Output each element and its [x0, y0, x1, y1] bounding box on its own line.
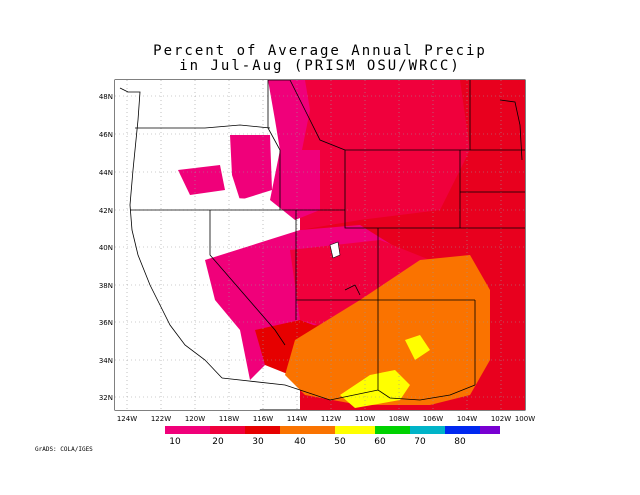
region-10-snake — [270, 150, 320, 220]
map-plot-area — [114, 79, 526, 411]
colorbar-label: 40 — [294, 437, 306, 447]
longitude-labels: 124W 122W 120W 118W 116W 114W 112W 110W … — [117, 415, 535, 423]
lon-label: 118W — [219, 415, 239, 423]
lat-label: 46N — [99, 131, 113, 139]
colorbar-swatch — [480, 426, 500, 434]
region-20-north — [300, 80, 470, 230]
region-white-nw — [115, 80, 268, 135]
state-boundaries — [119, 79, 525, 401]
colorbar-label: 30 — [252, 437, 264, 447]
region-40-monsoon — [285, 255, 490, 405]
lat-label: 44N — [99, 169, 113, 177]
colorbar-label: 60 — [374, 437, 386, 447]
colorbar-label: 70 — [414, 437, 426, 447]
colorbar-swatch — [335, 426, 375, 434]
region-white-coast — [115, 80, 260, 410]
lat-label: 40N — [99, 244, 113, 252]
colorbar-swatch — [375, 426, 410, 434]
lat-label: 32N — [99, 394, 113, 402]
colorbar-swatch — [210, 426, 245, 434]
colorbar-swatch — [280, 426, 335, 434]
map-title-line2: in Jul-Aug (PRISM OSU/WRCC) — [179, 58, 461, 74]
region-50-spot — [405, 335, 430, 360]
lat-label: 48N — [99, 93, 113, 101]
lon-label: 114W — [287, 415, 307, 423]
lat-label: 42N — [99, 207, 113, 215]
colorbar: 10 20 30 40 50 60 70 80 — [165, 426, 500, 447]
colorbar-label: 20 — [212, 437, 224, 447]
lon-label: 100W — [515, 415, 535, 423]
lon-label: 112W — [321, 415, 341, 423]
lat-label: 36N — [99, 319, 113, 327]
lon-label: 102W — [491, 415, 511, 423]
lat-label: 34N — [99, 357, 113, 365]
colorbar-label: 50 — [334, 437, 346, 447]
colorbar-swatch — [410, 426, 445, 434]
region-10-idaho — [268, 80, 310, 160]
colorbar-label: 80 — [454, 437, 466, 447]
lon-label: 116W — [253, 415, 273, 423]
map-title-line1: Percent of Average Annual Precip — [153, 43, 487, 59]
lon-label: 104W — [457, 415, 477, 423]
colorbar-label: 10 — [169, 437, 181, 447]
lon-label: 124W — [117, 415, 137, 423]
lat-label: 38N — [99, 282, 113, 290]
precip-fill-layer — [115, 80, 525, 410]
region-10-oregon-a — [178, 165, 225, 195]
lon-label: 106W — [423, 415, 443, 423]
colorbar-swatch — [445, 426, 480, 434]
colorbar-swatch — [165, 426, 210, 434]
lon-label: 120W — [185, 415, 205, 423]
colorbar-swatch — [245, 426, 280, 434]
region-10-oregon-b — [230, 135, 272, 200]
lon-label: 122W — [151, 415, 171, 423]
grads-credit: GrADS: COLA/IGES — [35, 446, 93, 453]
lon-label: 110W — [355, 415, 375, 423]
lon-label: 108W — [389, 415, 409, 423]
latitude-labels: 48N 46N 44N 42N 40N 38N 36N 34N 32N — [99, 93, 113, 402]
pacific-coastline — [119, 87, 223, 379]
